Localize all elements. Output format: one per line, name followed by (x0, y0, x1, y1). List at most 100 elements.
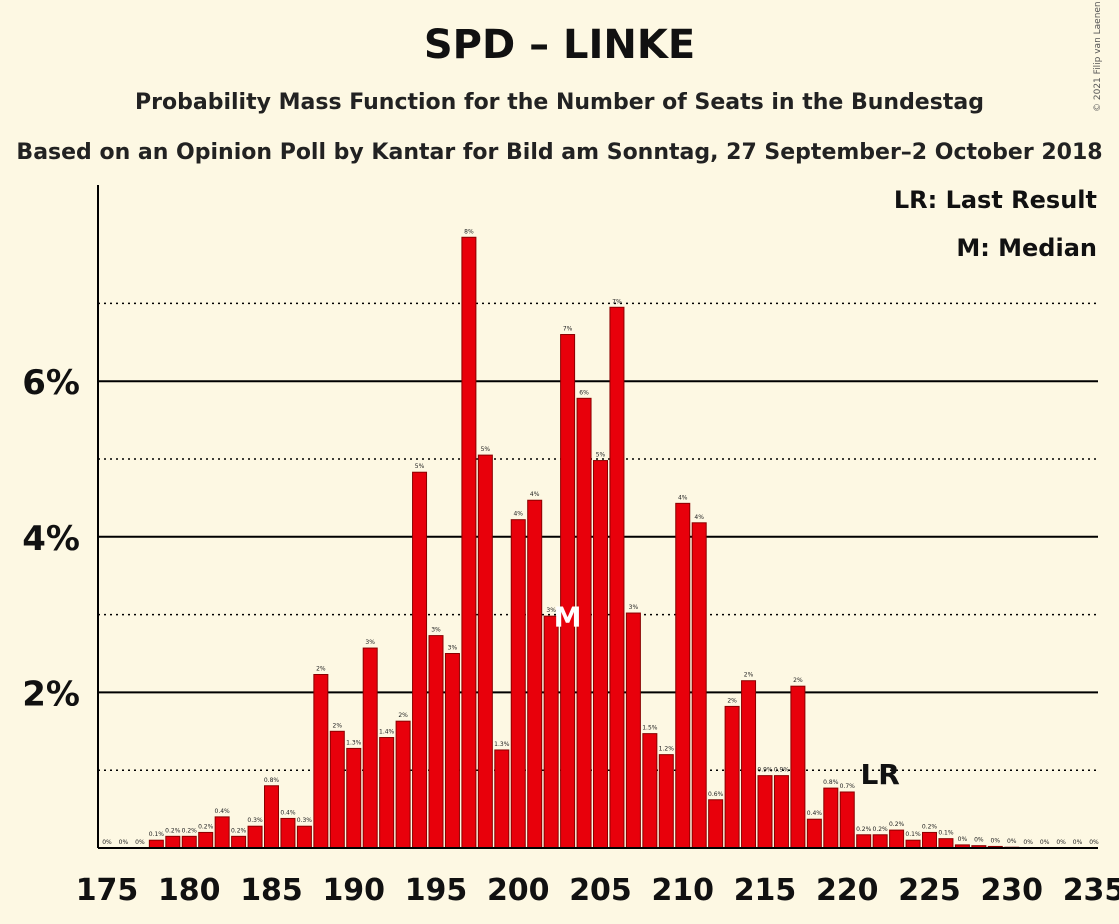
bar-value-label: 5% (481, 446, 491, 453)
bar-value-label: 2% (333, 722, 343, 729)
bar-value-label: 0% (1056, 839, 1066, 846)
bar-value-label: 1.2% (659, 746, 675, 753)
bar-value-label: 4% (694, 514, 704, 521)
x-tick-label: 225 (898, 873, 961, 908)
bar (593, 460, 608, 849)
bar (379, 737, 395, 849)
bar-value-label: 0% (974, 837, 984, 844)
bar (329, 730, 345, 849)
bar-value-label: 0.2% (231, 827, 247, 834)
x-tick-label: 230 (980, 873, 1043, 908)
x-tick-label: 185 (240, 873, 303, 908)
bar-value-label: 0.4% (280, 809, 296, 816)
bar-value-label: 0% (1040, 839, 1050, 846)
bar (905, 839, 921, 849)
bar (346, 747, 362, 849)
x-tick-label: 205 (569, 873, 632, 908)
bar-value-label: 2% (316, 666, 326, 673)
bar-value-label: 7% (563, 326, 573, 333)
bar-value-label: 0% (1023, 839, 1033, 846)
x-tick-label: 200 (487, 873, 550, 908)
bar-value-label: 0.2% (856, 826, 872, 833)
bar (494, 749, 510, 849)
bar-value-label: 0% (991, 837, 1001, 844)
bar (872, 834, 888, 849)
bar (889, 829, 905, 849)
bar (790, 685, 806, 849)
bar-value-label: 1.3% (494, 741, 510, 748)
bar-value-label: 4% (678, 494, 688, 501)
bar-value-label: 0% (102, 839, 112, 846)
bar-value-label: 0.7% (840, 783, 856, 790)
bar (560, 334, 576, 849)
bar-value-label: 0% (958, 836, 968, 843)
bar-value-label: 0.9% (774, 767, 790, 774)
bar-value-label: 0.2% (182, 827, 198, 834)
bar-value-label: 0.2% (922, 823, 938, 830)
legend-last-result: LR: Last Result (893, 186, 1097, 214)
y-tick-label: 4% (22, 519, 80, 559)
y-tick-label: 6% (22, 363, 80, 403)
x-tick-label: 235 (1063, 873, 1119, 908)
bar (806, 818, 822, 849)
bar-value-label: 2% (727, 697, 737, 704)
bar-value-label: 2% (744, 672, 754, 679)
last-result-marker: LR (860, 758, 899, 791)
bar (362, 647, 378, 849)
bar-value-label: 3% (365, 639, 375, 646)
chart-title: SPD – LINKE (423, 22, 696, 68)
bar (658, 754, 674, 849)
bar-value-label: 4% (513, 511, 523, 518)
bar (247, 825, 263, 849)
bar-value-label: 0% (1073, 839, 1083, 846)
legend-median: M: Median (956, 234, 1097, 262)
median-marker: M (554, 601, 582, 634)
bar-value-label: 0.4% (215, 808, 231, 815)
chart-subtitle: Probability Mass Function for the Number… (135, 90, 984, 115)
bar-value-label: 6% (579, 389, 589, 396)
bar-value-labels: 0% 0% 0%0.1%0.2% 0.2%0.2%0.4%0.2%0.3%0.8%0.… (102, 228, 1099, 846)
bar-series (148, 236, 1020, 849)
bar (181, 835, 197, 849)
bar-value-label: 0.2% (165, 827, 181, 834)
bar-value-label: 1.5% (642, 725, 658, 732)
x-tick-label: 190 (322, 873, 385, 908)
bar (642, 733, 658, 849)
x-tick-label: 180 (158, 873, 221, 908)
bar-value-label: 5% (596, 452, 606, 459)
chart-source-note: Based on an Opinion Poll by Kantar for B… (16, 140, 1103, 165)
x-tick-label: 175 (76, 873, 139, 908)
bar (428, 635, 444, 849)
bar-value-label: 0% (119, 839, 129, 846)
bar-value-label: 2% (793, 677, 803, 684)
axes: 2% 4% 6% 175 180 185 190 195 200 205 210 215 220 225 2… (22, 185, 1119, 908)
x-tick-label: 215 (734, 873, 797, 908)
bar-value-label: 0.6% (708, 791, 724, 798)
bar (461, 236, 477, 849)
bar-value-label: 0.1% (149, 831, 165, 838)
bar-value-label: 2% (398, 712, 408, 719)
bar (856, 834, 872, 849)
bar (675, 502, 691, 849)
bar (296, 825, 312, 849)
bar-value-label: 0.1% (905, 831, 921, 838)
bar (444, 653, 460, 849)
bar (823, 787, 839, 849)
bar (543, 615, 559, 849)
bar-value-label: 4% (530, 491, 540, 498)
bar-value-label: 1.3% (346, 739, 362, 746)
bar (773, 775, 789, 849)
bar (395, 720, 411, 849)
bar (510, 519, 526, 849)
bar (214, 816, 230, 849)
x-tick-label: 210 (651, 873, 714, 908)
bar-value-label: 0.2% (873, 826, 889, 833)
bar (609, 306, 625, 849)
bar-value-label: 1.4% (379, 729, 395, 736)
bar (313, 674, 329, 849)
bar (741, 680, 757, 849)
bar-value-label: 3% (431, 627, 441, 634)
bar-value-label: 0.8% (264, 777, 280, 784)
bar (938, 838, 954, 849)
